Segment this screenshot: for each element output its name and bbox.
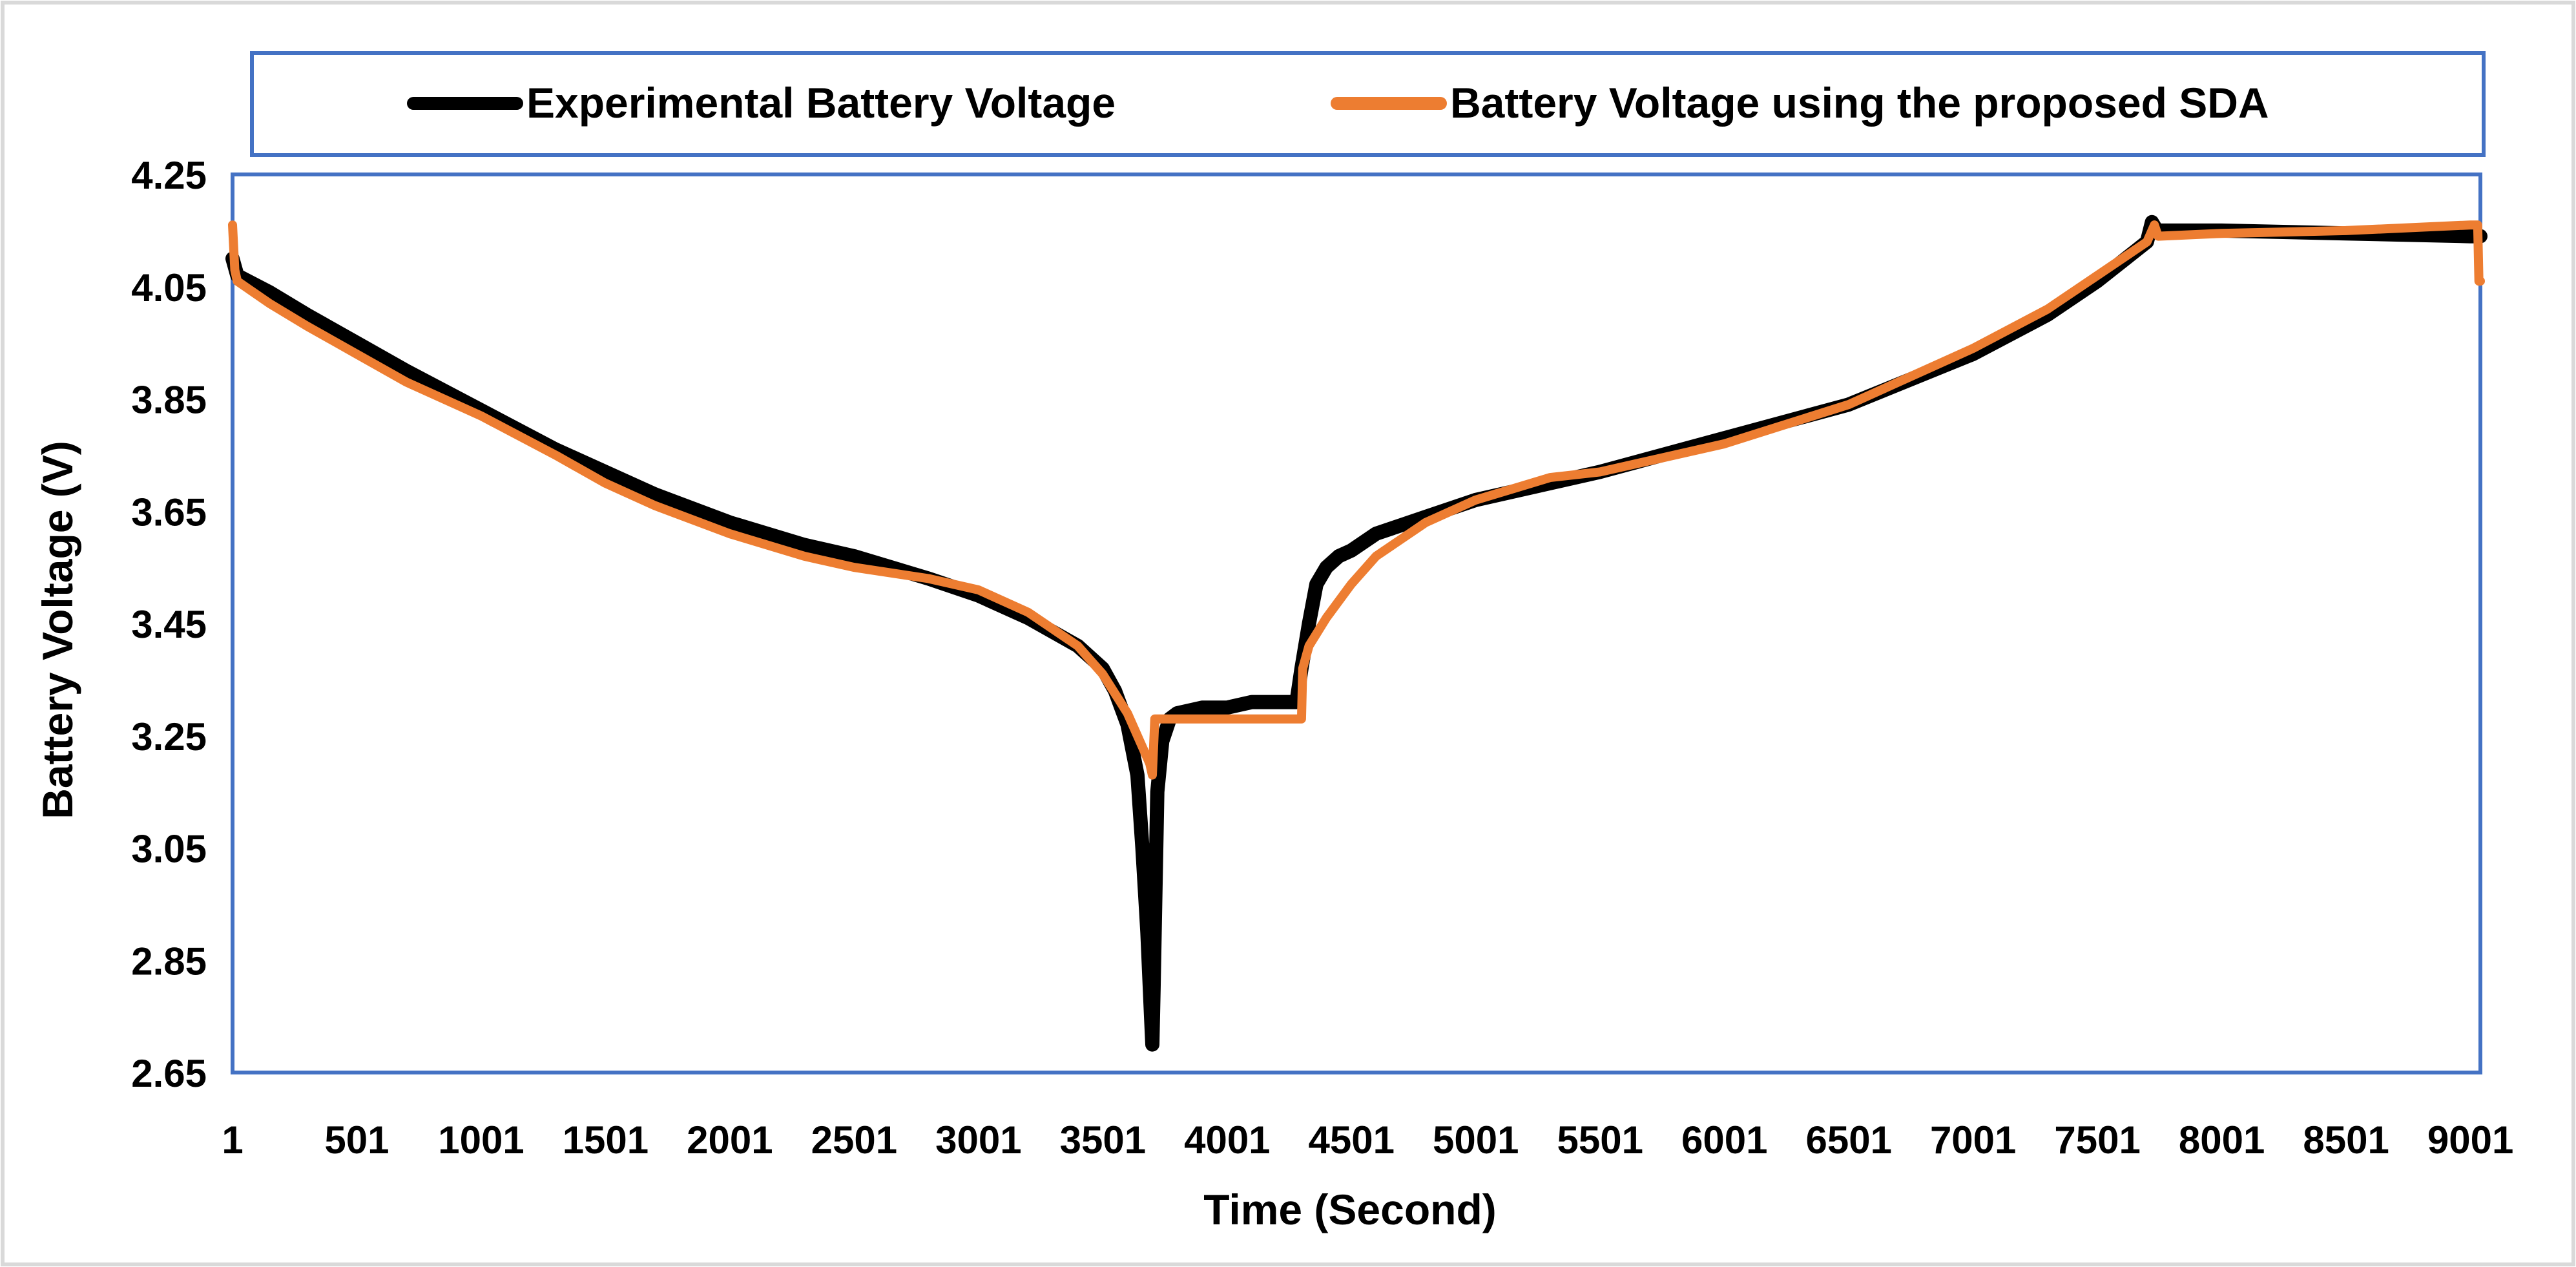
x-tick-label: 6001	[1681, 1118, 1767, 1162]
x-tick-label: 1	[222, 1118, 243, 1162]
y-tick-label: 2.85	[131, 939, 207, 983]
x-tick-label: 5501	[1557, 1118, 1643, 1162]
plot-area-border	[231, 173, 2482, 1074]
series-line-sda	[228, 220, 2485, 780]
x-tick-label: 2501	[811, 1118, 897, 1162]
y-axis-title: Battery Voltage (V)	[34, 441, 81, 819]
y-tick-label: 4.05	[131, 266, 207, 309]
legend-label-experimental: Experimental Battery Voltage	[526, 79, 1116, 127]
x-tick-label: 3001	[935, 1118, 1021, 1162]
y-tick-label: 3.45	[131, 603, 207, 646]
x-axis-ticks: 1 501 1001 1501 2001 2501 3001 3501 4001 4501 5001…	[222, 1118, 2513, 1162]
y-tick-label: 3.65	[131, 490, 207, 534]
x-tick-label: 1001	[438, 1118, 524, 1162]
x-axis-title: Time (Second)	[1203, 1186, 1497, 1233]
y-tick-label: 3.85	[131, 379, 207, 422]
x-tick-label: 1501	[563, 1118, 649, 1162]
x-tick-label: 7501	[2054, 1118, 2140, 1162]
x-tick-label: 7001	[1930, 1118, 2016, 1162]
x-tick-label: 9001	[2427, 1118, 2513, 1162]
legend: Experimental Battery Voltage Battery Vol…	[250, 51, 2486, 157]
x-tick-label: 4001	[1184, 1118, 1270, 1162]
x-tick-label: 8501	[2303, 1118, 2389, 1162]
x-tick-label: 8001	[2179, 1118, 2265, 1162]
x-tick-label: 5001	[1433, 1118, 1519, 1162]
x-tick-label: 2001	[687, 1118, 773, 1162]
y-tick-label: 2.65	[131, 1052, 207, 1095]
x-tick-label: 6501	[1805, 1118, 1891, 1162]
x-tick-label: 501	[324, 1118, 389, 1162]
series-layer	[225, 215, 2488, 1052]
legend-label-sda: Battery Voltage using the proposed SDA	[1450, 79, 2269, 127]
y-tick-label: 3.25	[131, 715, 207, 759]
x-tick-label: 3501	[1060, 1118, 1146, 1162]
y-tick-label: 4.25	[131, 154, 207, 197]
y-axis-ticks: 2.65 2.85 3.05 3.25 3.45 3.65 3.85 4.05 4.25	[131, 154, 207, 1095]
x-tick-label: 4501	[1309, 1118, 1395, 1162]
y-tick-label: 3.05	[131, 828, 207, 871]
